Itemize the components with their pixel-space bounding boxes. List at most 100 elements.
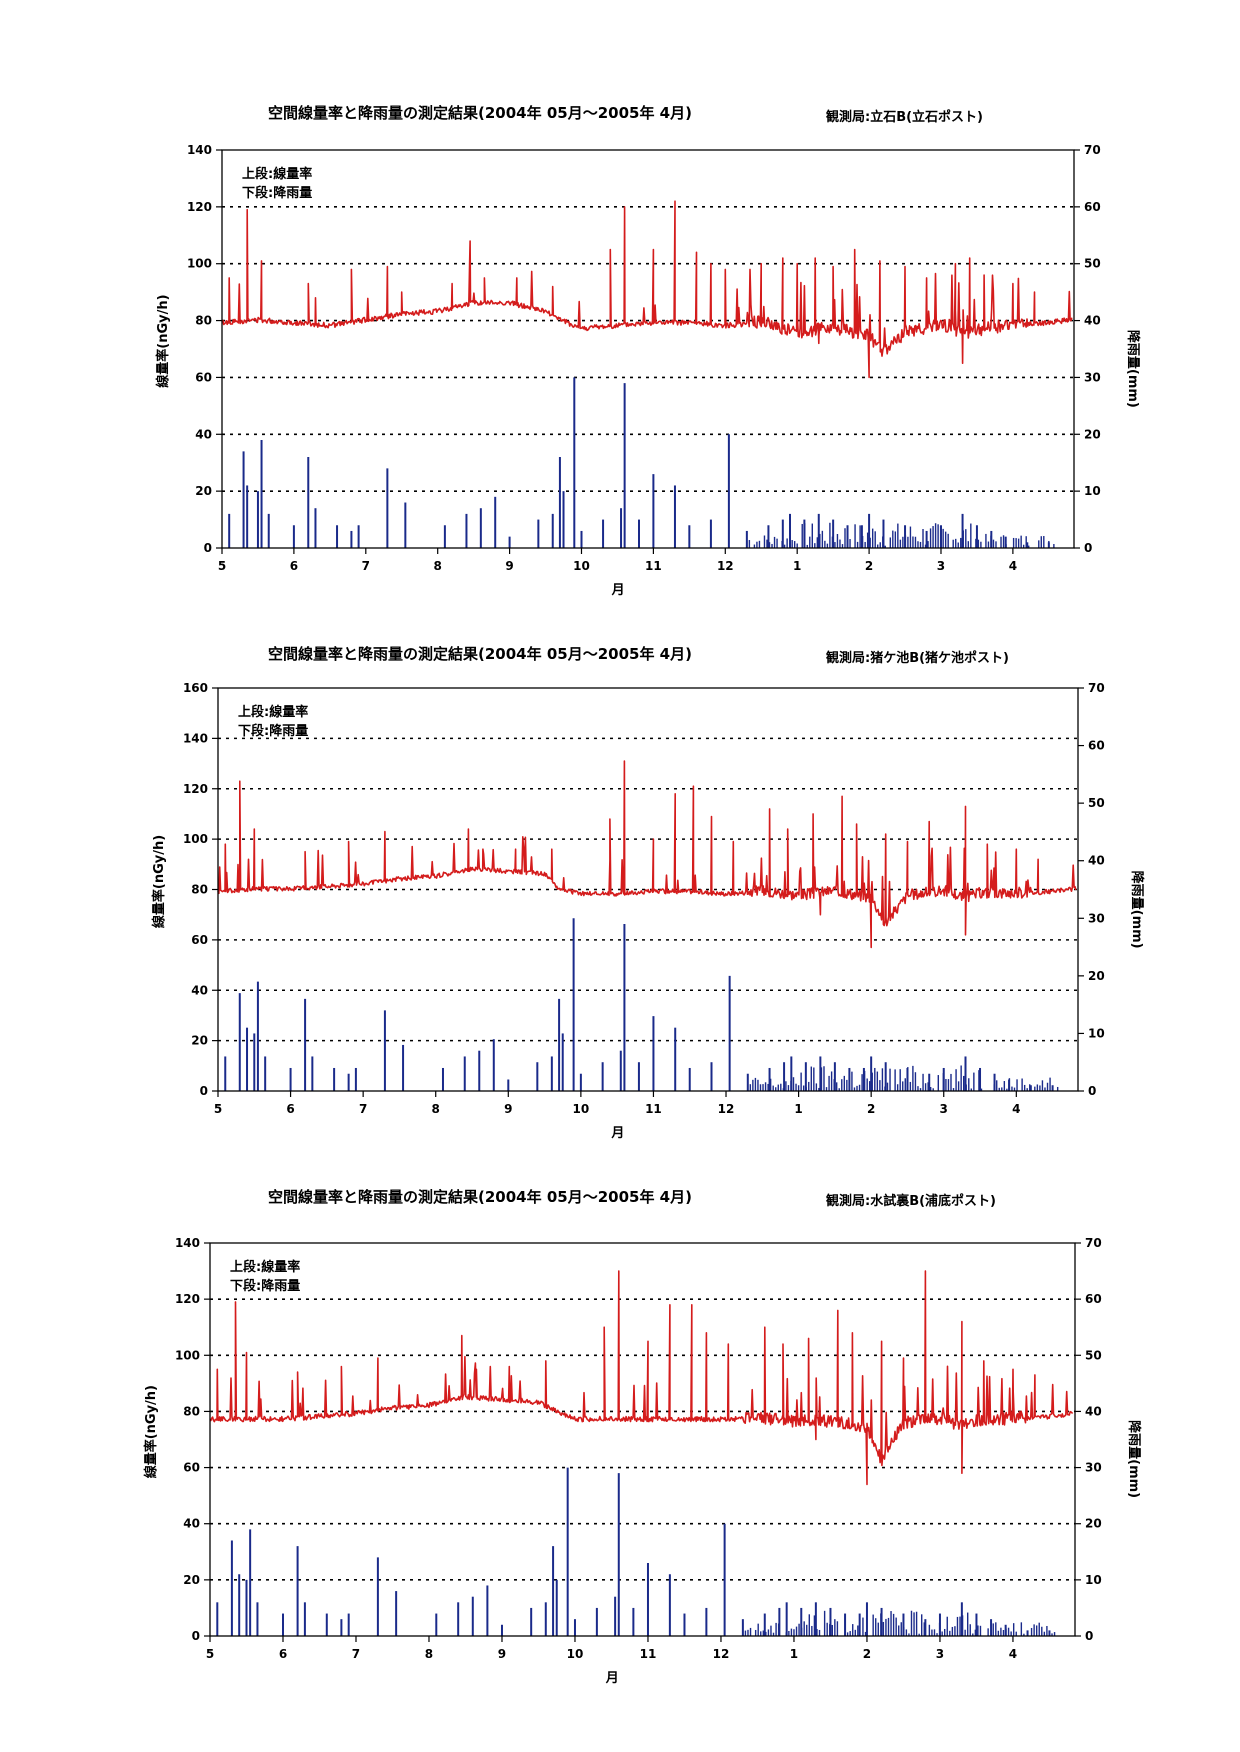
legend-lower: 下段:降雨量: [238, 723, 308, 739]
y-right-tick-label: 10: [1084, 484, 1101, 498]
x-tick-label: 10: [573, 559, 590, 573]
x-tick-label: 8: [425, 1647, 433, 1661]
x-tick-label: 11: [640, 1647, 657, 1661]
y-right-tick-label: 50: [1084, 257, 1101, 271]
x-tick-label: 1: [790, 1647, 798, 1661]
plot-frame: [209, 1242, 1076, 1637]
x-tick-label: 6: [290, 559, 298, 573]
y-right-tick-label: 20: [1085, 1517, 1102, 1531]
station-label: 観測局:水試裏B(浦底ポスト): [826, 1194, 996, 1209]
y-right-tick-label: 60: [1088, 739, 1105, 753]
y-left-tick-label: 40: [191, 983, 208, 997]
y-left-tick-label: 40: [195, 427, 212, 441]
y-right-axis-label: 降雨量(mm): [1126, 1420, 1142, 1498]
y-right-tick-label: 0: [1085, 1629, 1093, 1643]
y-right-tick-label: 30: [1088, 911, 1105, 925]
x-tick-label: 3: [937, 559, 945, 573]
y-left-tick-label: 140: [183, 731, 208, 745]
chart-title: 空間線量率と降雨量の測定結果(2004年 05月～2005年 4月): [268, 1188, 692, 1206]
y-right-tick-label: 60: [1085, 1292, 1102, 1306]
x-tick-label: 8: [434, 559, 442, 573]
x-tick-label: 4: [1009, 559, 1017, 573]
y-right-tick-label: 20: [1088, 969, 1105, 983]
y-right-tick-label: 70: [1088, 681, 1105, 695]
y-left-tick-label: 160: [183, 681, 208, 695]
chart-panel-2: 空間線量率と降雨量の測定結果(2004年 05月～2005年 4月) 観測局:猪…: [0, 643, 1240, 1203]
y-right-tick-label: 40: [1085, 1404, 1102, 1418]
y-left-axis-label: 線量率(nGy/h): [151, 835, 167, 928]
x-tick-label: 5: [206, 1647, 214, 1661]
x-tick-label: 6: [279, 1647, 287, 1661]
x-tick-label: 3: [940, 1102, 948, 1116]
y-left-tick-label: 80: [191, 883, 208, 897]
y-left-tick-label: 100: [175, 1348, 200, 1362]
x-tick-label: 4: [1009, 1647, 1017, 1661]
station-label: 観測局:立石B(立石ポスト): [826, 110, 983, 125]
y-right-tick-label: 60: [1084, 200, 1101, 214]
x-tick-label: 1: [794, 1102, 802, 1116]
y-left-tick-label: 20: [183, 1573, 200, 1587]
y-right-tick-label: 10: [1088, 1026, 1105, 1040]
y-left-axis-label: 線量率(nGy/h): [143, 1385, 159, 1478]
x-tick-label: 6: [286, 1102, 294, 1116]
y-left-tick-label: 80: [183, 1404, 200, 1418]
y-left-tick-label: 80: [195, 314, 212, 328]
y-left-tick-label: 120: [187, 200, 212, 214]
x-tick-label: 12: [718, 1102, 735, 1116]
y-right-tick-label: 40: [1084, 314, 1101, 328]
x-tick-label: 11: [645, 559, 662, 573]
station-label: 観測局:猪ケ池B(猪ケ池ポスト): [826, 651, 1009, 666]
y-right-tick-label: 50: [1085, 1348, 1102, 1362]
x-tick-label: 9: [504, 1102, 512, 1116]
x-tick-label: 10: [573, 1102, 590, 1116]
x-axis-label: 月: [605, 1671, 619, 1686]
y-right-tick-label: 70: [1085, 1236, 1102, 1250]
x-tick-label: 12: [717, 559, 734, 573]
y-left-tick-label: 40: [183, 1517, 200, 1531]
dose-line: [217, 760, 1077, 949]
x-tick-label: 10: [567, 1647, 584, 1661]
y-left-tick-label: 120: [183, 782, 208, 796]
x-tick-label: 3: [936, 1647, 944, 1661]
y-left-tick-label: 0: [192, 1629, 200, 1643]
chart-panel-3: 空間線量率と降雨量の測定結果(2004年 05月～2005年 4月) 観測局:水…: [0, 1186, 1240, 1746]
y-right-tick-label: 0: [1088, 1084, 1096, 1098]
x-tick-label: 12: [713, 1647, 730, 1661]
chart-title: 空間線量率と降雨量の測定結果(2004年 05月～2005年 4月): [268, 104, 692, 122]
dose-line: [209, 1270, 1073, 1486]
y-right-axis-label: 降雨量(mm): [1129, 871, 1145, 949]
legend-upper: 上段:線量率: [238, 704, 308, 720]
y-right-tick-label: 0: [1084, 541, 1092, 555]
x-axis-label: 月: [610, 1126, 624, 1141]
y-right-tick-label: 20: [1084, 427, 1101, 441]
y-left-tick-label: 0: [204, 541, 212, 555]
y-left-tick-label: 140: [187, 143, 212, 157]
y-right-tick-label: 40: [1088, 854, 1105, 868]
y-left-tick-label: 60: [191, 933, 208, 947]
y-left-tick-label: 140: [175, 1236, 200, 1250]
chart-1: 0 20 40 60 80 100 120 140 0 10 20 30 40 50 60 70 5 6 7 8 9 10…: [155, 143, 1141, 598]
chart-2: 0 20 40 60 80 100 120 140 160 0 10 20 30 40 50 60 70 5 6 7 8…: [151, 681, 1145, 1141]
y-left-tick-label: 100: [187, 257, 212, 271]
y-left-tick-label: 100: [183, 832, 208, 846]
x-tick-label: 9: [505, 559, 513, 573]
dose-line: [221, 200, 1073, 379]
x-tick-label: 2: [865, 559, 873, 573]
legend-lower: 下段:降雨量: [242, 185, 312, 201]
x-tick-label: 4: [1012, 1102, 1020, 1116]
x-tick-label: 7: [359, 1102, 367, 1116]
y-right-tick-label: 70: [1084, 143, 1101, 157]
y-left-tick-label: 20: [195, 484, 212, 498]
x-tick-label: 7: [362, 559, 370, 573]
y-left-tick-label: 60: [183, 1461, 200, 1475]
x-tick-label: 9: [498, 1647, 506, 1661]
x-tick-label: 7: [352, 1647, 360, 1661]
x-tick-label: 5: [214, 1102, 222, 1116]
y-left-tick-label: 120: [175, 1292, 200, 1306]
x-tick-label: 8: [432, 1102, 440, 1116]
y-left-tick-label: 20: [191, 1034, 208, 1048]
y-right-tick-label: 30: [1085, 1461, 1102, 1475]
y-left-tick-label: 0: [200, 1084, 208, 1098]
y-right-tick-label: 50: [1088, 796, 1105, 810]
x-tick-label: 2: [863, 1647, 871, 1661]
